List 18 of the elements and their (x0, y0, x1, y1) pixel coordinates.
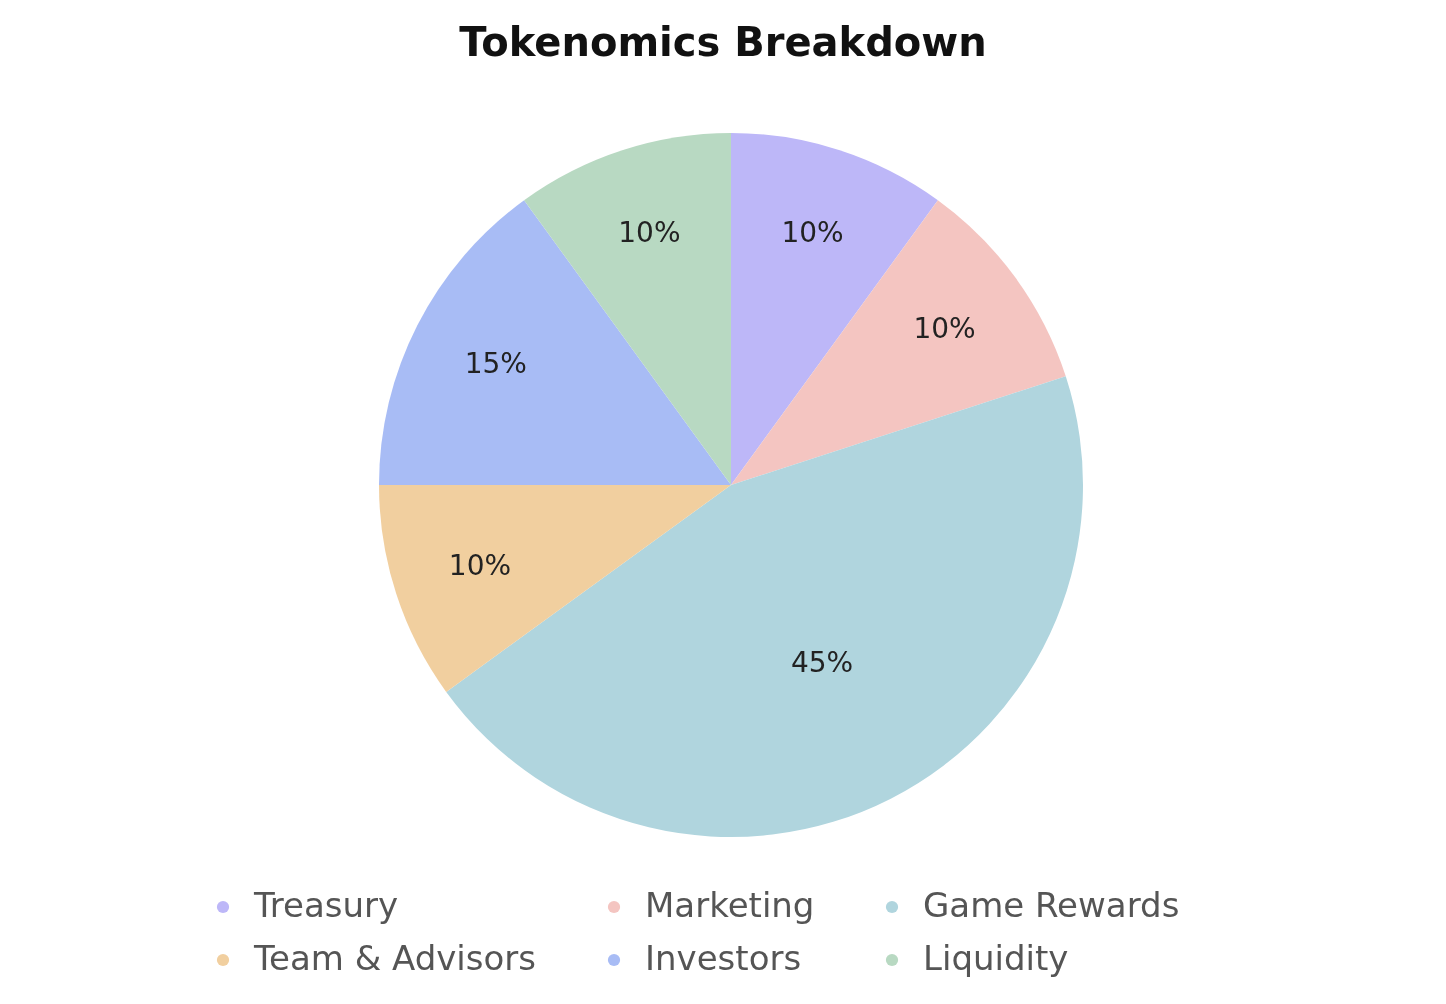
data-label: 10% (913, 311, 976, 345)
chart-title: Tokenomics Breakdown (459, 19, 987, 65)
pie-slice (731, 200, 1066, 485)
data-label: 10% (781, 215, 844, 249)
legend-label: Treasury (253, 885, 399, 925)
data-label: 10% (618, 215, 681, 249)
legend-label: Investors (645, 938, 802, 978)
legend-label: Game Rewards (923, 885, 1180, 925)
pie-slice (379, 200, 731, 485)
data-label: 10% (448, 548, 512, 582)
pie-slice (446, 376, 1083, 837)
legend-label: Liquidity (923, 938, 1069, 978)
legend-label: Marketing (645, 885, 815, 925)
data-label: 45% (790, 645, 854, 679)
pie-slice (524, 133, 731, 485)
legend-label: Team & Advisors (253, 938, 537, 978)
data-label: 15% (464, 347, 527, 381)
pie-slice (379, 485, 731, 692)
